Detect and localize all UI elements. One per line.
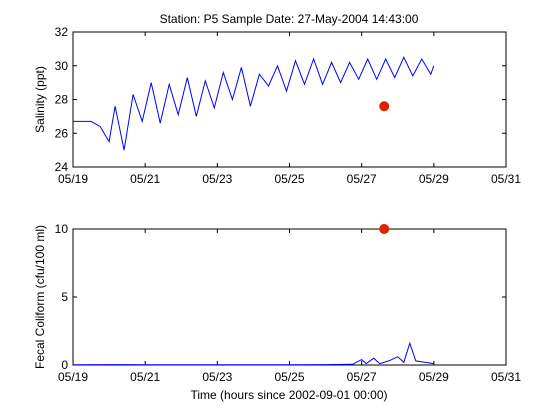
- salinity-x-tick-label: 05/21: [130, 172, 160, 186]
- chart-title: Station: P5 Sample Date: 27-May-2004 14:…: [160, 12, 419, 26]
- fecal-coliform-panel: 05/19 05/21 05/23 05/25 05/27 05/29 05/31 0 5 10…: [33, 222, 521, 402]
- fecal-coliform-x-tick-label: 05/29: [419, 370, 449, 384]
- fecal-coliform-y-axis-label: Fecal Coliform (cfu/100 ml): [33, 225, 47, 369]
- salinity-sample-point: [379, 101, 390, 112]
- fecal-coliform-y-tick-label: 10: [55, 222, 69, 236]
- fecal-coliform-y-tick-label: 0: [61, 358, 68, 372]
- salinity-y-tick-label: 24: [55, 160, 69, 174]
- fecal-coliform-x-tick-label: 05/31: [491, 370, 521, 384]
- salinity-x-tick-label: 05/23: [202, 172, 232, 186]
- salinity-y-tick-label: 30: [55, 59, 69, 73]
- salinity-y-axis-label: Salinity (ppt): [33, 66, 47, 133]
- fecal-coliform-sample-point: [379, 224, 390, 234]
- fecal-coliform-series-line: [72, 341, 434, 366]
- salinity-x-tick-label: 05/19: [58, 172, 88, 186]
- fecal-coliform-y-tick-label: 5: [61, 290, 68, 304]
- fecal-coliform-x-axis-label: Time (hours since 2002-09-01 00:00): [191, 388, 388, 402]
- salinity-x-tick-label: 05/31: [491, 172, 521, 186]
- salinity-y-tick-label: 28: [55, 93, 69, 107]
- salinity-y-tick-label: 32: [55, 25, 69, 39]
- fecal-coliform-x-tick-label: 05/27: [347, 370, 377, 384]
- fecal-coliform-x-tick-label: 05/19: [58, 370, 88, 384]
- fecal-coliform-x-tick-label: 05/21: [130, 370, 160, 384]
- salinity-x-tick-label: 05/25: [274, 172, 304, 186]
- salinity-x-tick-label: 05/29: [419, 172, 449, 186]
- salinity-x-tick-label: 05/27: [347, 172, 377, 186]
- fecal-coliform-axes-box: [72, 228, 507, 366]
- salinity-y-tick-label: 26: [55, 126, 69, 140]
- salinity-axes-box: [72, 31, 507, 168]
- salinity-series-line: [73, 56, 435, 151]
- salinity-panel: Station: P5 Sample Date: 27-May-2004 14:…: [33, 12, 521, 186]
- fecal-coliform-x-tick-label: 05/23: [202, 370, 232, 384]
- fecal-coliform-x-tick-label: 05/25: [274, 370, 304, 384]
